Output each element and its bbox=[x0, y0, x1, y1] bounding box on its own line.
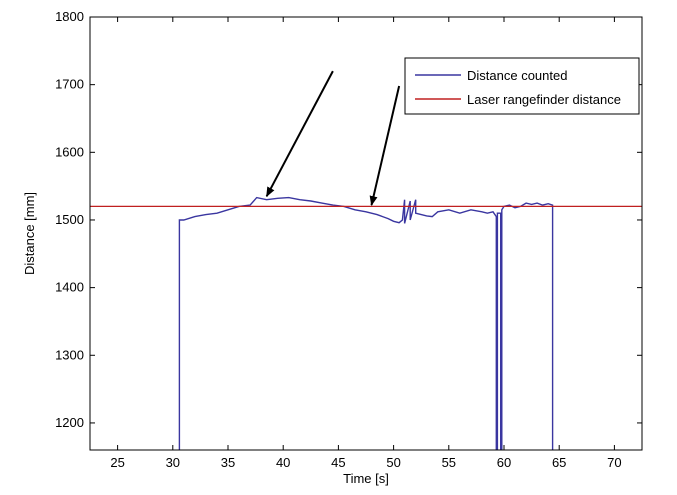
y-axis-ticks: 1200 1300 1400 1500 1600 1700 1800 bbox=[55, 9, 642, 430]
x-tick-label: 60 bbox=[497, 455, 511, 470]
y-tick-label: 1500 bbox=[55, 212, 84, 227]
x-axis-title: Time [s] bbox=[343, 471, 389, 486]
x-tick-label: 70 bbox=[607, 455, 621, 470]
legend-label-laser-rangefinder: Laser rangefinder distance bbox=[467, 92, 621, 107]
plot-frame bbox=[89, 16, 643, 451]
y-axis-title: Distance [mm] bbox=[22, 192, 37, 275]
legend: Distance counted Laser rangefinder dista… bbox=[404, 57, 640, 115]
y-tick-label: 1400 bbox=[55, 280, 84, 295]
x-tick-label: 35 bbox=[221, 455, 235, 470]
x-tick-label: 25 bbox=[110, 455, 124, 470]
series-layer bbox=[90, 196, 642, 450]
y-tick-label: 1800 bbox=[55, 9, 84, 24]
annotation-arrow-1 bbox=[265, 70, 334, 198]
annotation-arrow-2 bbox=[369, 85, 401, 207]
x-tick-label: 50 bbox=[386, 455, 400, 470]
x-tick-label: 65 bbox=[552, 455, 566, 470]
x-axis-ticks: 25 30 35 40 45 50 55 60 65 70 bbox=[110, 17, 622, 470]
legend-box bbox=[404, 57, 640, 115]
y-tick-label: 1200 bbox=[55, 415, 84, 430]
y-tick-label: 1300 bbox=[55, 347, 84, 362]
x-tick-label: 40 bbox=[276, 455, 290, 470]
series-line-distance-counted bbox=[178, 196, 554, 450]
x-tick-label: 45 bbox=[331, 455, 345, 470]
y-tick-label: 1600 bbox=[55, 144, 84, 159]
y-tick-label: 1700 bbox=[55, 77, 84, 92]
legend-label-distance-counted: Distance counted bbox=[467, 68, 567, 83]
annotation-layer bbox=[265, 70, 401, 207]
x-tick-label: 30 bbox=[166, 455, 180, 470]
x-tick-label: 55 bbox=[442, 455, 456, 470]
